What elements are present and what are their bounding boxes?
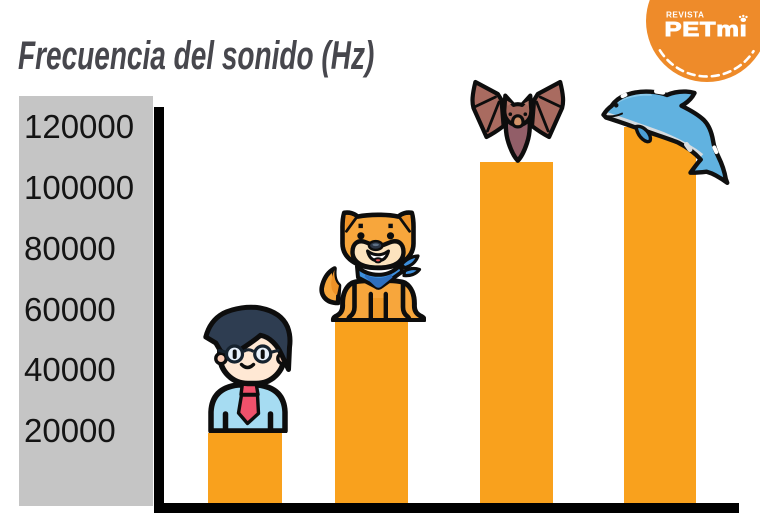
svg-text:REVISTA: REVISTA: [666, 11, 704, 20]
svg-text:PETmı: PETmı: [665, 18, 748, 41]
